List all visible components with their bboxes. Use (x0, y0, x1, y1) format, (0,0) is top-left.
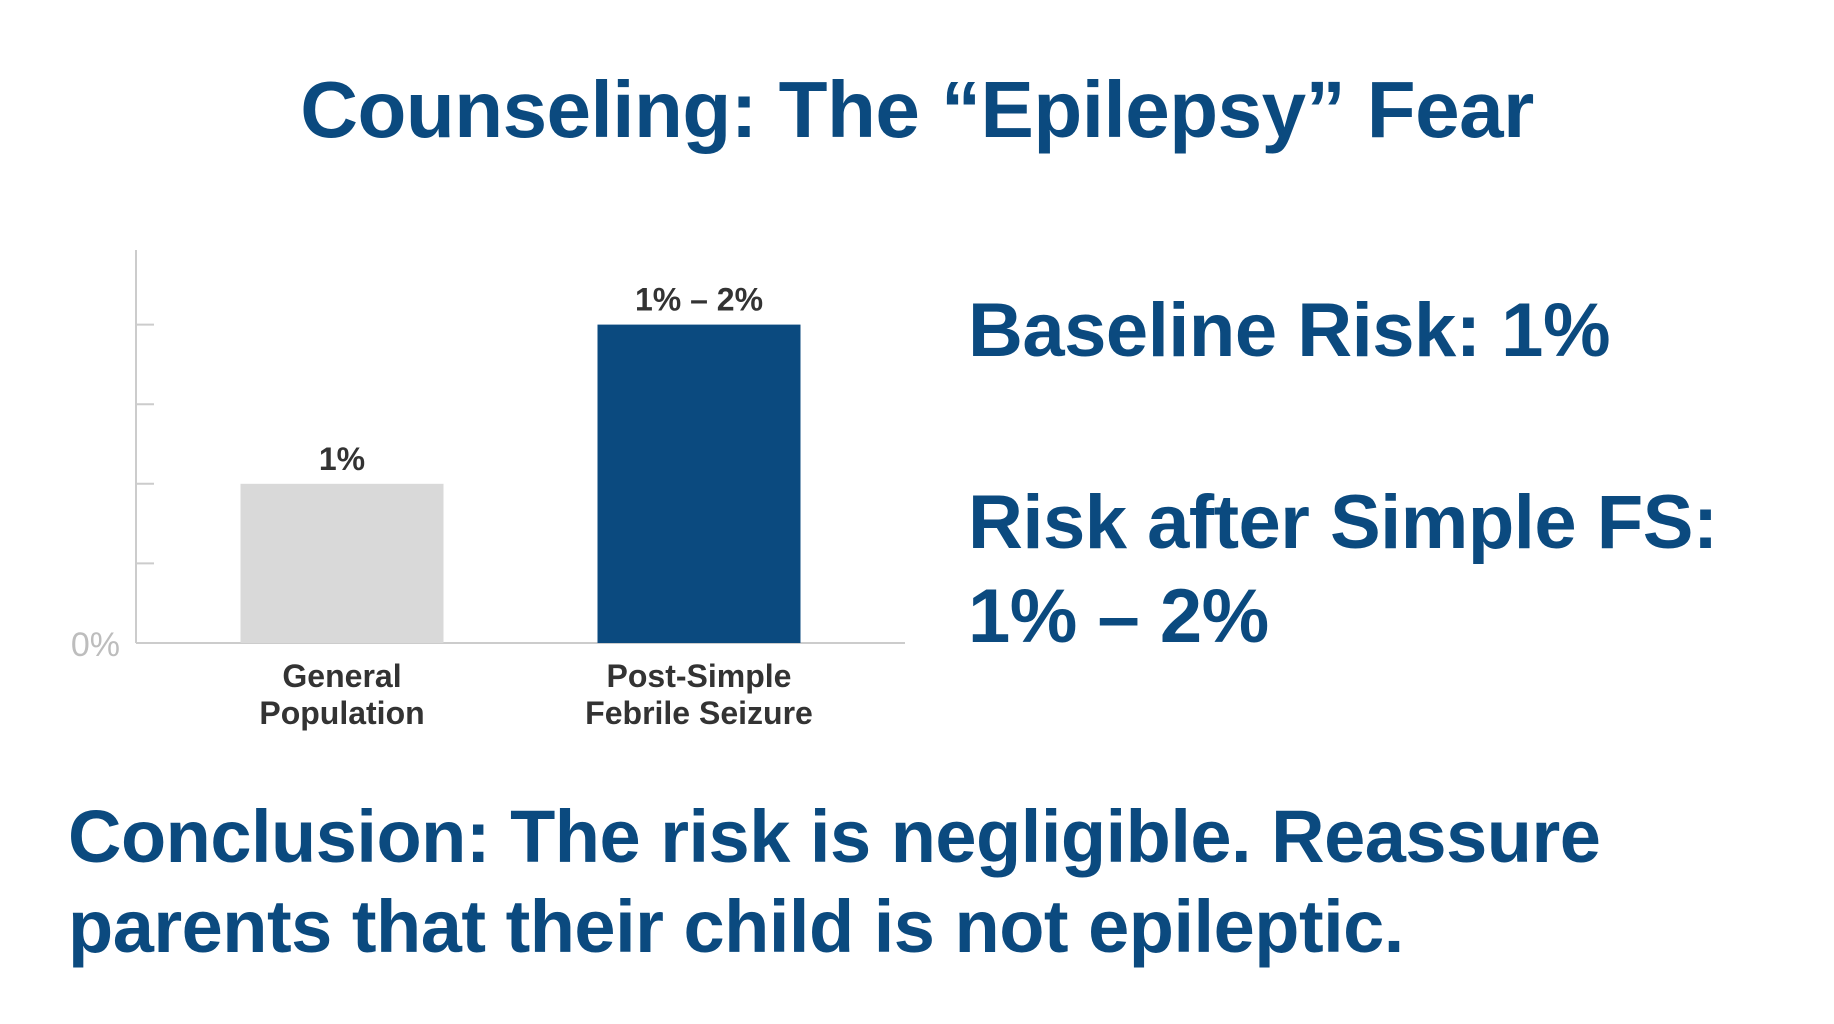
risk-after-fs-text: Risk after Simple FS: 1% – 2% (968, 476, 1718, 664)
risk-after-fs-label: Risk after Simple FS: (968, 480, 1718, 565)
conclusion-text: Conclusion: The risk is negligible. Reas… (68, 795, 1601, 968)
data-label: 1% – 2% (635, 282, 763, 318)
risk-after-fs-value: 1% – 2% (968, 574, 1269, 659)
x-tick-label: Post-Simple (607, 658, 792, 694)
slide-title: Counseling: The “Epilepsy” Fear (300, 65, 1534, 154)
x-tick-label: Febrile Seizure (585, 695, 813, 731)
y-tick-label: 0% (71, 626, 120, 664)
baseline-risk-text: Baseline Risk: 1% (968, 288, 1611, 373)
bar-chart: 0% 1% General Population 1% – 2% Post-Simple F… (40, 215, 940, 745)
x-tick-label: Population (259, 695, 424, 731)
x-tick-label: General (282, 658, 401, 694)
data-label: 1% (319, 441, 365, 477)
bar (597, 324, 801, 643)
bar (240, 483, 444, 643)
